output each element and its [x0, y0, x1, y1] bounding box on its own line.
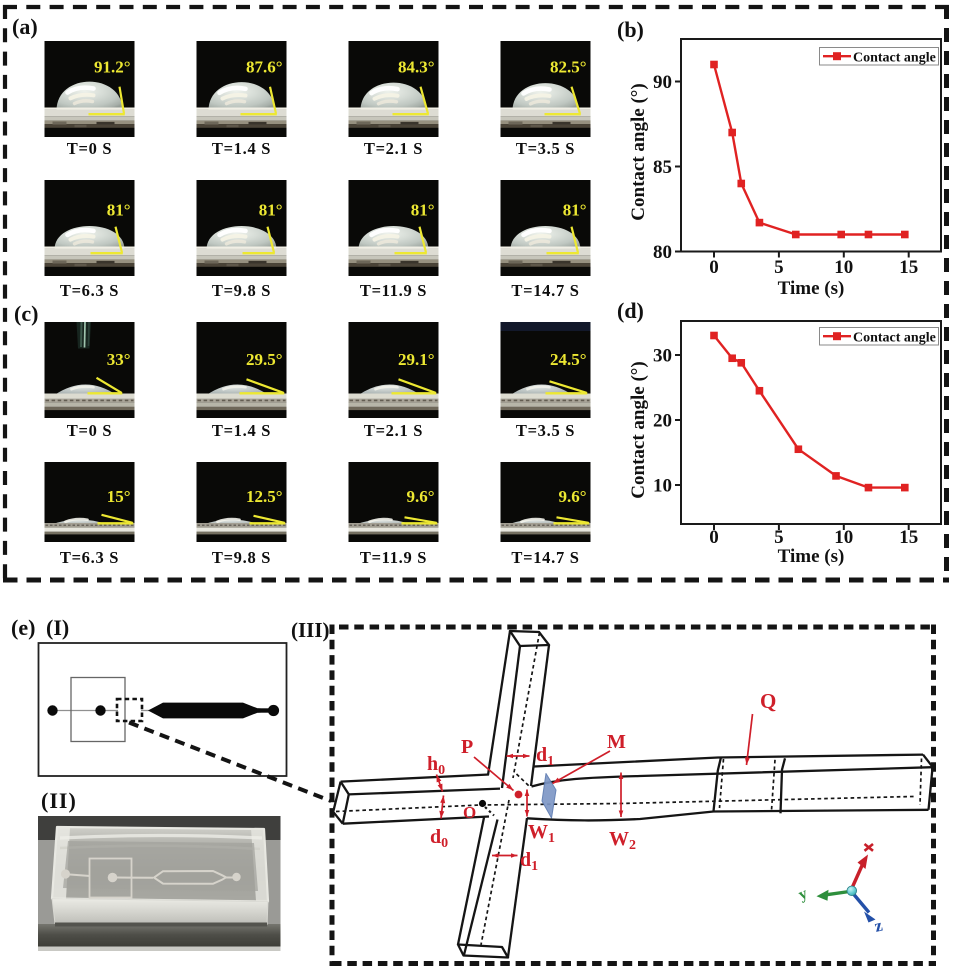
svg-text:T=0 S: T=0 S [67, 139, 112, 158]
svg-text:30: 30 [653, 346, 672, 367]
svg-text:(III): (III) [291, 618, 330, 642]
svg-text:12.5°: 12.5° [246, 487, 283, 506]
svg-text:(II): (II) [41, 788, 77, 813]
svg-text:T=9.8 S: T=9.8 S [212, 548, 271, 567]
svg-text:15: 15 [899, 257, 918, 278]
svg-text:85: 85 [653, 157, 672, 178]
svg-text:(b): (b) [617, 17, 644, 42]
svg-text:Contact angle: Contact angle [853, 51, 936, 66]
svg-text:T=2.1 S: T=2.1 S [364, 421, 423, 440]
svg-text:9.6°: 9.6° [406, 487, 434, 506]
svg-text:9.6°: 9.6° [558, 487, 586, 506]
svg-text:T=6.3 S: T=6.3 S [60, 548, 119, 567]
svg-text:90: 90 [653, 72, 672, 93]
svg-text:T=2.1 S: T=2.1 S [364, 139, 423, 158]
svg-text:Time (s): Time (s) [778, 278, 845, 299]
svg-text:10: 10 [834, 527, 853, 548]
svg-text:24.5°: 24.5° [550, 350, 587, 369]
svg-text:Contact angle (°): Contact angle (°) [628, 83, 649, 220]
svg-text:81°: 81° [411, 201, 435, 220]
svg-text:81°: 81° [563, 201, 587, 220]
svg-text:Q: Q [760, 689, 776, 713]
svg-text:10: 10 [834, 257, 853, 278]
svg-text:T=6.3 S: T=6.3 S [60, 281, 119, 300]
svg-text:T=0 S: T=0 S [67, 421, 112, 440]
svg-text:84.3°: 84.3° [398, 58, 435, 77]
svg-text:Time (s): Time (s) [778, 546, 845, 567]
svg-text:T=1.4 S: T=1.4 S [212, 421, 271, 440]
svg-text:(a): (a) [12, 14, 38, 39]
svg-text:T=9.8 S: T=9.8 S [212, 281, 271, 300]
svg-text:(c): (c) [14, 301, 38, 326]
svg-text:87.6°: 87.6° [246, 58, 283, 77]
svg-text:0: 0 [709, 257, 719, 278]
svg-text:15: 15 [899, 527, 918, 548]
svg-text:81°: 81° [259, 201, 283, 220]
svg-text:5: 5 [774, 257, 784, 278]
svg-text:82.5°: 82.5° [550, 58, 587, 77]
svg-text:29.5°: 29.5° [246, 350, 283, 369]
svg-text:T=3.5 S: T=3.5 S [516, 139, 575, 158]
svg-text:(d): (d) [617, 298, 644, 323]
svg-text:33°: 33° [107, 350, 131, 369]
svg-text:T=11.9 S: T=11.9 S [360, 548, 427, 567]
svg-text:20: 20 [653, 411, 672, 432]
svg-text:(e): (e) [11, 615, 35, 640]
svg-text:81°: 81° [107, 201, 131, 220]
svg-text:T=3.5 S: T=3.5 S [516, 421, 575, 440]
svg-text:O: O [463, 803, 476, 822]
svg-text:15°: 15° [107, 487, 131, 506]
svg-text:P: P [461, 736, 473, 758]
svg-text:T=11.9 S: T=11.9 S [360, 281, 427, 300]
svg-text:T=1.4 S: T=1.4 S [212, 139, 271, 158]
svg-text:(I): (I) [46, 615, 69, 640]
svg-text:80: 80 [653, 242, 672, 263]
svg-text:91.2°: 91.2° [94, 58, 131, 77]
svg-text:Contact angle: Contact angle [853, 331, 936, 346]
svg-text:10: 10 [653, 476, 672, 497]
svg-text:T=14.7 S: T=14.7 S [511, 281, 579, 300]
svg-text:M: M [607, 731, 626, 753]
svg-text:0: 0 [709, 527, 719, 548]
svg-text:T=14.7 S: T=14.7 S [511, 548, 579, 567]
svg-text:29.1°: 29.1° [398, 350, 435, 369]
svg-text:5: 5 [774, 527, 784, 548]
svg-text:Contact angle (°): Contact angle (°) [628, 361, 649, 498]
